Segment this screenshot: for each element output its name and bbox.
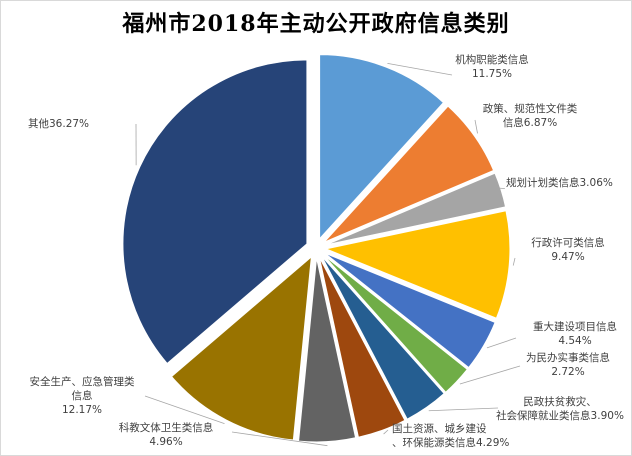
pie-slice: [170, 255, 312, 441]
pie-slice: [322, 254, 469, 393]
slice-label: 民政扶贫救灾、社会保障就业类信息3.90%: [496, 395, 624, 422]
slice-label: 国土资源、城乡建设、环保能源类信息4.29%: [392, 422, 509, 449]
leader-line: [474, 119, 478, 134]
leader-line: [459, 365, 521, 385]
slice-label: 科教文体卫生类信息 4.96%: [119, 421, 214, 448]
pie-slice: [324, 252, 496, 369]
pie-slice: [323, 105, 495, 243]
leader-line: [144, 395, 225, 424]
leader-line: [497, 187, 505, 189]
leader-line: [486, 337, 517, 349]
pie-slice: [324, 210, 511, 319]
chart-title: 福州市2018年主动公开政府信息类别: [122, 11, 510, 37]
leader-line: [512, 257, 516, 266]
slice-label: 重大建设项目信息 4.54%: [533, 320, 617, 347]
slice-label: 政策、规范性文件类信息6.87%: [483, 102, 578, 129]
slice-label: 其他36.27%: [28, 117, 89, 130]
pie-slice: [321, 255, 445, 420]
slice-label: 行政许可类信息 9.47%: [531, 236, 605, 263]
leader-line: [383, 429, 389, 435]
pie-slice: [325, 172, 507, 246]
pie-slice: [122, 59, 308, 365]
slice-label: 规划计划类信息3.06%: [506, 176, 613, 189]
leader-line: [387, 62, 453, 76]
slice-label: 为民办实事类信息 2.72%: [526, 351, 610, 378]
slice-label: 机构职能类信息 11.75%: [455, 53, 529, 80]
leader-line: [428, 407, 499, 412]
slice-label: 安全生产、应急管理类信息 12.17%: [30, 375, 135, 416]
pie-slice: [298, 257, 357, 443]
leader-line: [231, 431, 328, 447]
pie-slice: [318, 257, 406, 438]
pie-slice: [319, 54, 445, 240]
